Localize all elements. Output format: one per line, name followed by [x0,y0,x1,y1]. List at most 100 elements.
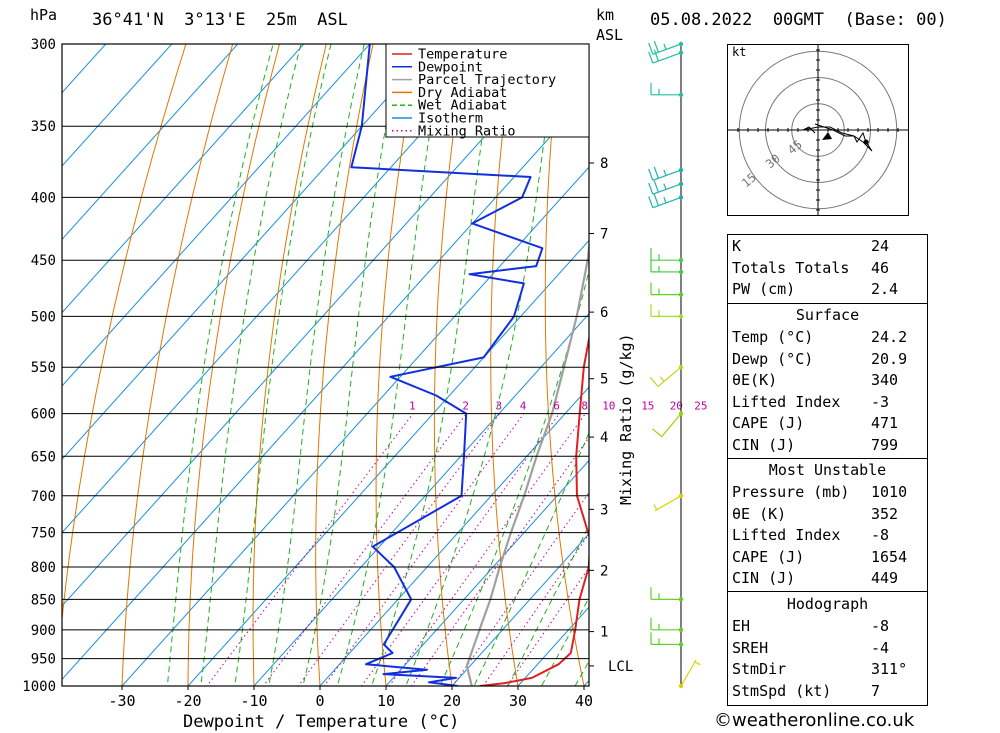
y-tick-label: 450 [31,253,56,269]
wind-barb [650,259,684,275]
credit-link[interactable]: ©weatheronline.co.uk [714,710,915,731]
wind-barb [650,82,684,98]
barb-flag [653,49,659,62]
mixing-ratio-line [206,413,414,686]
wet-adiabat-line [268,44,365,686]
isotherm-line [62,44,371,387]
hodograph-section-title: Hodograph [786,595,869,613]
index-label: θE (K) [732,504,787,523]
most-unstable-section-title: Most Unstable [768,461,887,479]
index-label: PW (cm) [732,280,796,298]
barb-dot [678,269,684,275]
index-row: SREH -4 [728,638,927,660]
x-tick-label: -20 [174,692,201,710]
dry-adiabat-line [62,44,187,624]
barb-half-flag [663,169,667,176]
barb-dot [678,314,684,319]
mixing-ratio-line [506,566,589,686]
divider [728,303,927,304]
mixing-ratio-label: 1 [409,400,416,413]
wind-barb [648,166,684,181]
wind-barb [653,493,684,512]
barb-staff [652,183,682,195]
y-tick-label: 300 [31,37,56,53]
x-axis-title: Dewpoint / Temperature (°C) [183,712,459,732]
profile-lines [350,44,589,686]
hodograph-unit-label: kt [732,45,747,59]
legend-label: Parcel Trajectory [418,72,556,88]
wind-barb [650,617,684,632]
index-value: 7 [871,681,881,700]
index-value: 1010 [871,483,908,501]
y-tick-label: 900 [31,623,56,639]
barb-flag [648,51,654,64]
mixing-ratio-label: 3 [496,400,503,413]
barb-half-flag [653,504,658,511]
general-indices: K 24 Totals Totals 46 PW (cm) 2.4 [728,236,927,301]
index-label: Temp (°C) [732,328,814,346]
y-tick-label: 400 [31,190,56,206]
barb-flag [648,42,654,55]
y-tick-label: 750 [31,526,56,542]
index-value: 340 [871,371,899,389]
index-value: 449 [871,569,899,587]
index-row: Lifted Index -8 [728,525,927,547]
index-row: CAPE (J) 1654 [728,547,927,569]
km-tick-label: 7 [600,226,608,242]
index-label: CIN (J) [732,435,796,454]
y-tick-label: 350 [31,119,56,135]
hodograph-trace [802,123,873,152]
wind-barb [650,282,684,297]
mixing-ratio-line [262,413,467,686]
barb-dot [678,597,684,602]
mixing-ratio-label: 25 [694,400,707,413]
barb-staff [657,366,682,387]
barb-flag [648,168,654,181]
index-label: K [732,237,742,255]
barb-half-flag [694,661,701,666]
barb-half-flag [663,196,667,204]
barb-staff [652,52,682,64]
wind-barb [652,411,684,438]
legend-label: Dry Adiabat [418,85,507,101]
index-row: StmDir 311° [728,659,927,681]
index-value: 2.4 [871,280,899,298]
dry-adiabat-line [252,44,327,686]
barb-dot [678,627,684,632]
hpa-unit-label: hPa [30,6,58,24]
most-unstable-indices: Pressure (mb) 1010 θE (K) 352 Lifted Index -8… [728,482,927,590]
dry-adiabat-line [544,44,585,686]
wind-barb [649,365,684,387]
barb-dot [678,292,684,297]
x-tick-label: -10 [240,692,267,710]
index-label: StmDir [732,660,787,678]
index-value: 311° [871,660,908,678]
barb-dot [678,195,684,200]
height-km-axis: 8 7 6 5 4 3 2 1 LCL [588,44,633,686]
dry-adiabat-line [490,44,519,686]
km-tick-label: LCL [608,659,633,675]
barb-dot [678,493,684,498]
mixing-ratio-label: 4 [520,400,527,413]
barb-flag [653,40,659,53]
mixing-ratio-line [388,413,586,686]
wet-adiabat-line [302,44,403,686]
plot-frame [61,43,590,687]
index-value: 24.2 [871,328,908,346]
barb-dot [678,642,684,647]
barb-flag [653,166,659,179]
index-row: θE(K) 340 [728,370,927,392]
index-label: CIN (J) [732,569,796,587]
mixing-ratio-label: 6 [553,400,560,413]
isobar-lines [62,43,589,687]
wind-barb [650,304,684,319]
barb-half-flag [663,183,667,190]
storm-motion-dot [863,139,869,145]
indices-panel: K 24 Totals Totals 46 PW (cm) 2.4 Surface Tem… [727,234,928,706]
series-line-dewpoint [350,44,544,686]
barb-staff [652,196,682,209]
wet-adiabat-line [336,44,446,686]
km-tick-label: 4 [600,430,608,446]
index-row: EH -8 [728,616,927,638]
index-label: StmSpd (kt) [732,681,832,700]
